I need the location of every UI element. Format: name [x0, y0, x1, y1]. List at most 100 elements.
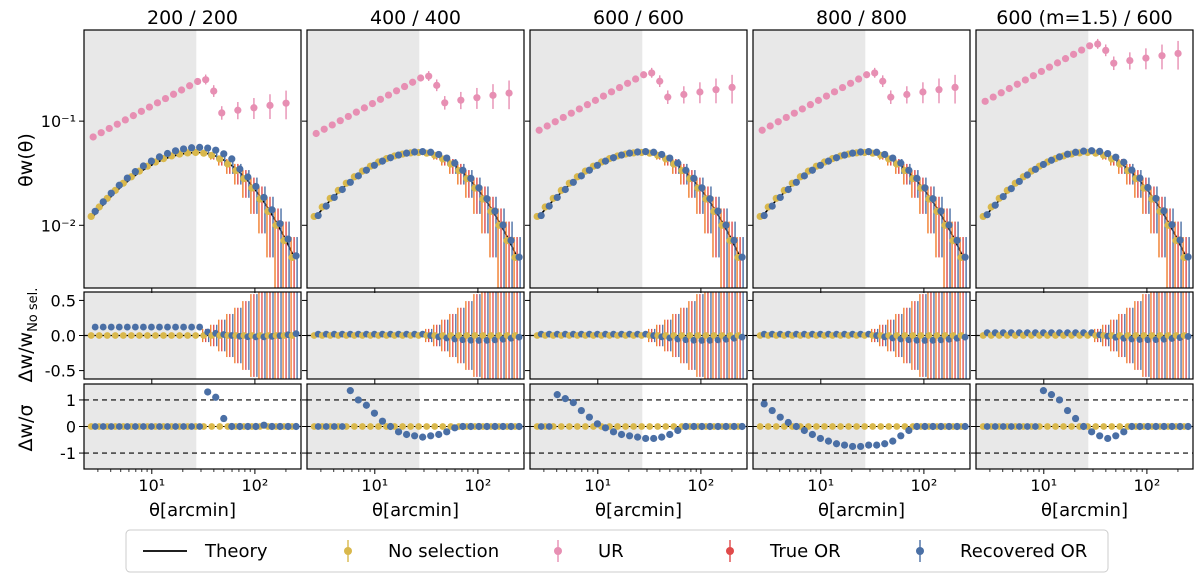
recovered-or-point	[937, 207, 945, 215]
recovered-or-point	[1176, 422, 1184, 431]
recovered-or-point	[1152, 422, 1160, 431]
recovered-or-point	[1023, 171, 1031, 179]
recovered-or-point	[897, 432, 905, 440]
recovered-or-point	[155, 153, 164, 161]
recovered-or-point	[768, 202, 776, 210]
no-selection-point	[1060, 423, 1067, 430]
recovered-or-point	[402, 430, 411, 439]
recovered-or-point	[865, 147, 873, 156]
recovered-or-point	[698, 184, 706, 192]
x-tick-label: 10²	[1134, 476, 1161, 495]
recovered-or-point	[244, 422, 252, 431]
recovered-or-point	[714, 207, 722, 215]
recovered-or-point	[354, 172, 362, 180]
no-selection-point	[439, 423, 447, 430]
ur-point	[766, 122, 774, 130]
ur-point	[505, 89, 513, 97]
ur-point	[121, 116, 129, 124]
y-tick-label: 1	[66, 391, 76, 410]
legend-entry-no_selection: No selection	[344, 540, 499, 562]
top-shaded-region	[753, 30, 866, 288]
y-tick-label: 0.5	[51, 291, 76, 310]
recovered-or-point	[1152, 194, 1160, 203]
recovered-or-point	[99, 423, 107, 430]
recovered-or-point	[91, 323, 99, 331]
ur-point	[798, 105, 806, 113]
top-frame	[529, 29, 748, 289]
ur-point	[282, 99, 290, 107]
recovered-or-point	[808, 430, 816, 439]
ur-point	[400, 82, 409, 91]
recovered-or-point	[690, 422, 698, 431]
x-tick-label: 10¹	[138, 476, 165, 495]
recovered-or-point	[1104, 434, 1112, 443]
recovered-or-point	[148, 423, 155, 430]
recovered-or-point	[991, 423, 999, 430]
recovered-or-point	[244, 173, 252, 181]
recovered-or-point	[776, 193, 784, 202]
recovered-or-point	[961, 333, 969, 341]
no-selection-point	[772, 423, 780, 430]
ur-point	[830, 88, 839, 96]
ur-point	[846, 79, 855, 87]
recovered-or-point	[1176, 236, 1184, 244]
recovered-or-point	[682, 166, 690, 174]
no-selection-point	[87, 212, 95, 221]
recovered-or-point	[800, 426, 808, 435]
ur-point	[129, 112, 137, 120]
x-tick-label: 10¹	[361, 476, 388, 495]
recovered-or-point	[1104, 149, 1112, 158]
recovered-or-point	[722, 422, 730, 431]
recovered-or-point	[569, 178, 577, 186]
no-selection-point	[176, 332, 183, 339]
ur-point	[186, 82, 194, 90]
no-selection-point	[710, 332, 718, 339]
recovered-or-point	[196, 423, 204, 430]
top-frame	[752, 29, 971, 289]
recovered-or-point	[1184, 422, 1192, 431]
recovered-or-point	[593, 420, 602, 428]
no-selection-point	[694, 332, 702, 339]
recovered-or-point	[658, 433, 666, 441]
recovered-or-point	[443, 154, 451, 162]
no-selection-point	[224, 160, 232, 168]
recovered-or-point	[402, 149, 411, 157]
ur-point	[336, 117, 344, 125]
ur-point	[97, 129, 105, 137]
recovered-or-point	[784, 418, 792, 427]
no-selection-point	[638, 423, 646, 430]
ur-point	[384, 91, 393, 99]
legend-entries: Theory No selection UR True OR Recovered OR	[143, 540, 1087, 562]
recovered-or-point	[1007, 423, 1015, 430]
recovered-or-point	[451, 424, 459, 432]
recovered-or-point	[690, 336, 698, 344]
recovered-or-point	[204, 144, 212, 152]
recovered-or-point	[459, 166, 467, 174]
recovered-or-point	[370, 409, 379, 417]
recovered-or-point	[905, 166, 913, 174]
ur-point	[202, 76, 210, 84]
recovered-or-point	[475, 337, 483, 344]
recovered-or-point	[1128, 422, 1136, 431]
no-selection-point	[375, 423, 382, 430]
recovered-or-point	[330, 193, 338, 202]
ur-point	[535, 126, 543, 134]
recovered-or-point	[435, 150, 443, 159]
recovered-or-point	[346, 387, 354, 395]
recovered-or-point	[99, 198, 107, 206]
recovered-or-point	[897, 159, 905, 167]
recovered-or-point	[674, 426, 682, 435]
ur-point	[919, 88, 927, 96]
recovered-or-point	[1136, 422, 1144, 431]
ur-point	[989, 93, 997, 101]
recovered-or-point	[419, 433, 427, 441]
no-selection-point	[893, 423, 901, 430]
recovered-or-point	[338, 185, 346, 194]
no-selection-point	[622, 423, 629, 430]
ur-point	[1061, 55, 1070, 63]
recovered-or-point	[419, 147, 427, 156]
top-frame	[306, 29, 525, 289]
recovered-or-point	[172, 323, 179, 331]
recovered-or-point	[483, 422, 491, 431]
recovered-or-point	[760, 211, 768, 220]
